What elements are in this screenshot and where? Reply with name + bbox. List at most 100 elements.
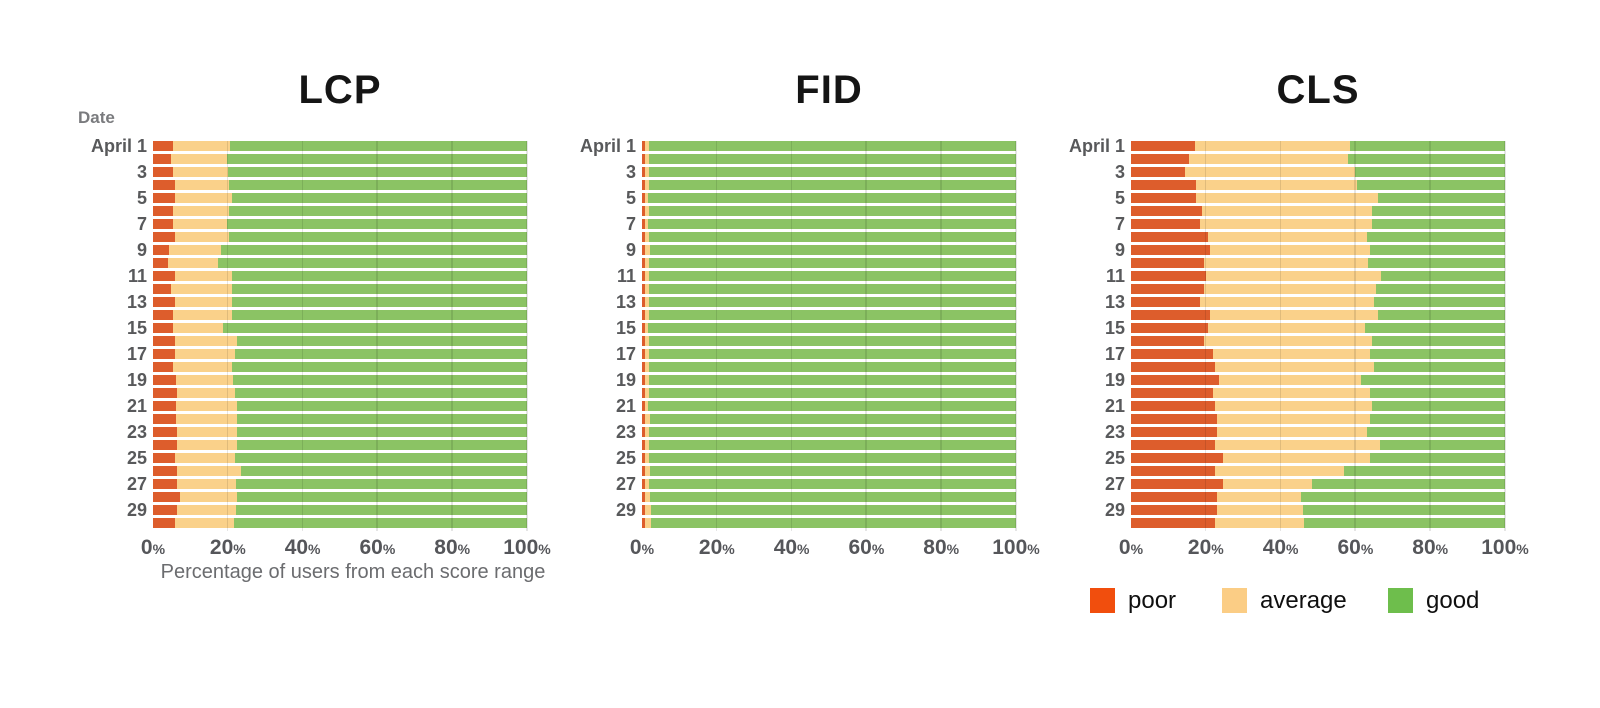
bar-segment-average [174,193,232,203]
bar-row [153,492,527,502]
bar-row [1131,271,1505,281]
bar-row [153,232,527,242]
bar-segment-good [237,492,527,502]
bar-segment-average [172,323,224,333]
bar-segment-good [648,141,1016,151]
bar-row [1131,401,1505,411]
bar-segment-poor [642,245,645,255]
bar-segment-poor [642,180,645,190]
bar-segment-poor [642,453,645,463]
bar-segment-poor [1131,362,1216,372]
bar-segment-poor [153,219,173,229]
plot-area-lcp: April 1 3 5 7 9 11 13 15 17 19 21 23 25 27 29 [91,137,528,531]
bar-segment-poor [642,492,645,502]
bar-segment-poor [153,297,175,307]
y-tick-label: 15 [1104,318,1125,338]
bar-segment-poor [642,323,645,333]
bar-segment-poor [642,505,645,515]
x-tick-label: 100% [1481,536,1529,559]
bar-segment-poor [642,427,645,437]
bar-segment-good [229,232,527,242]
bar-segment-good [648,193,1016,203]
bar-row [1131,492,1505,502]
bar-segment-good [1372,219,1505,229]
bar-segment-average [1217,492,1302,502]
bar-segment-average [644,388,650,398]
bar-segment-good [1366,427,1505,437]
x-tick-label: 40% [1262,536,1299,559]
bar-segment-average [176,388,235,398]
bar-segment-average [644,154,649,164]
bar-segment-good [1366,232,1505,242]
bar-segment-poor [1131,336,1204,346]
bar-segment-average [644,219,649,229]
bar-row [642,284,1016,294]
bar-segment-poor [642,466,645,476]
y-tick-label: 17 [1104,344,1125,364]
bar-segment-poor [642,141,645,151]
bar-segment-average [644,466,650,476]
y-tick-label: 3 [625,162,636,182]
bar-segment-average [175,414,238,424]
bar-row [642,492,1016,502]
bar-segment-poor [153,414,176,424]
y-tick-label: 7 [136,214,147,234]
bar-row [1131,323,1505,333]
y-tick-label: 29 [1104,500,1125,520]
gridline [226,141,229,531]
bar-segment-average [644,492,651,502]
y-tick-label: 27 [615,474,636,494]
x-tick-label: 40% [284,536,321,559]
gridline [865,141,867,531]
y-tick-label: 25 [615,448,636,468]
bar-segment-average [1217,427,1367,437]
bar-segment-good [232,362,527,372]
bar-segment-good [649,375,1016,385]
bar-row [642,323,1016,333]
y-tick-label: April 1 [90,136,147,156]
bar-segment-average [174,271,233,281]
y-tick-label: 5 [1114,188,1125,208]
y-tick-label: 29 [615,500,636,520]
bar-segment-good [1375,284,1505,294]
bar-segment-average [1215,466,1345,476]
y-tick-label: 21 [126,396,147,416]
bar-row [642,375,1016,385]
bar-segment-poor [642,349,645,359]
bar-segment-good [649,310,1016,320]
gridline [1015,141,1017,531]
chart-fid: FID April 1 3 5 7 9 11 13 15 17 19 21 23 25 27 29 0% 20… [580,68,1040,559]
bar-segment-average [644,310,650,320]
bar-segment-good [1370,414,1505,424]
bar-row [642,193,1016,203]
bar-segment-good [227,167,527,177]
y-tick-label: 3 [136,162,147,182]
y-tick-label: 5 [136,188,147,208]
legend-label-poor: poor [1128,587,1177,614]
y-axis-title: Date [78,108,115,127]
bar-segment-poor [1131,154,1189,164]
bar-segment-good [237,414,527,424]
bar-segment-poor [1131,375,1219,385]
bar-segment-good [1360,375,1505,385]
bar-segment-good [650,245,1016,255]
bar-segment-poor [642,271,645,281]
bar-segment-average [1185,167,1356,177]
bar-row [153,206,527,216]
bar-segment-poor [642,167,645,177]
bar-segment-average [176,466,241,476]
bar-segment-poor [1131,466,1216,476]
y-tick-label: 23 [126,422,147,442]
bar-segment-average [172,141,231,151]
bar-segment-poor [153,180,175,190]
bar-segment-average [644,232,650,242]
bar-row [1131,505,1505,515]
bar-row [642,219,1016,229]
bar-row [153,154,527,164]
bar-row [153,349,527,359]
y-tick-label: 23 [1104,422,1125,442]
gridline [376,141,378,531]
bar-row [1131,349,1505,359]
bar-segment-average [172,310,232,320]
bar-segment-average [644,258,650,268]
